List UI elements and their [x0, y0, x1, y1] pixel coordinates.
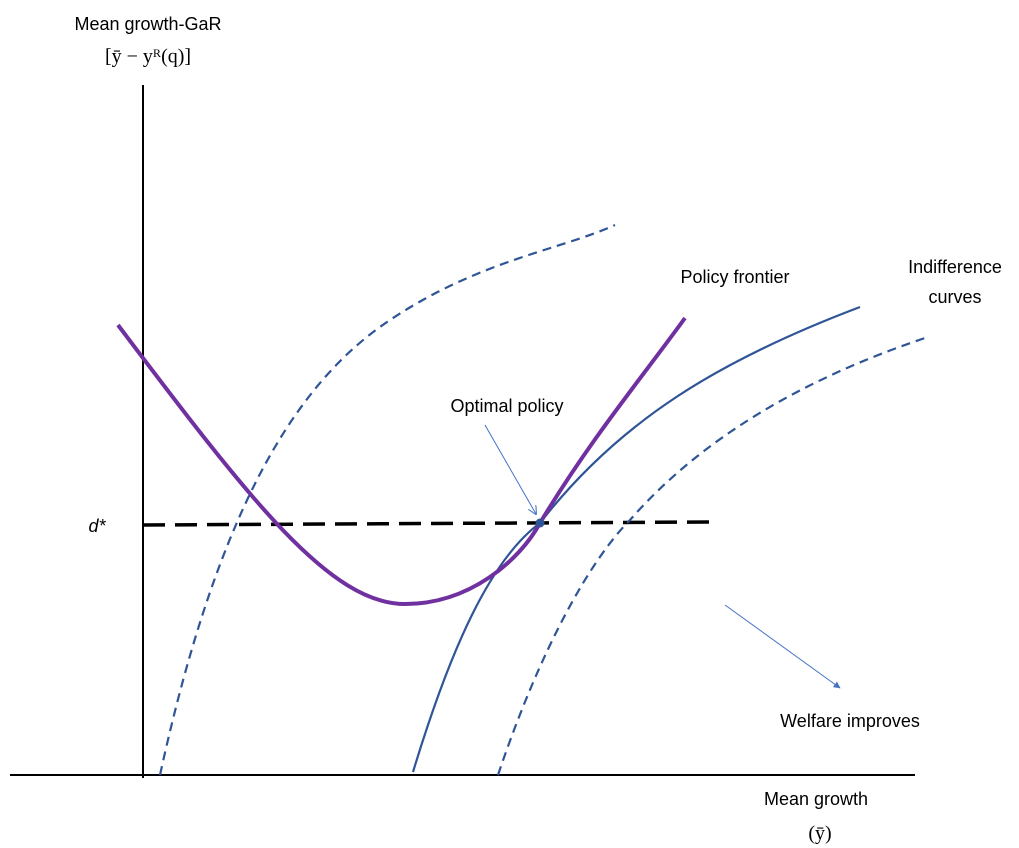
annotation: Welfare improves: [780, 711, 920, 731]
threshold-line: [142, 520, 711, 527]
indifference-curve: [411, 305, 861, 773]
annotation: Policy frontier: [680, 267, 789, 287]
annotation: Indifference: [908, 257, 1002, 277]
annotation: curves: [928, 287, 981, 307]
x-axis-label: (ȳ): [808, 823, 831, 845]
annotation: Optimal policy: [450, 396, 563, 416]
x-axis-label: Mean growth: [764, 789, 868, 809]
threshold-label: d*: [88, 516, 106, 536]
indifference-curve-dashed: [496, 336, 926, 776]
optimal-point: [535, 518, 545, 528]
welfare-arrow: [724, 604, 841, 689]
indifference-curve-dashed: [158, 223, 616, 776]
y-axis-label: [ȳ − yᴿ(q)]: [105, 46, 191, 68]
optimal-arrow: [484, 424, 536, 514]
y-axis-label: Mean growth-GaR: [74, 14, 221, 34]
policy-frontier: [116, 316, 687, 607]
